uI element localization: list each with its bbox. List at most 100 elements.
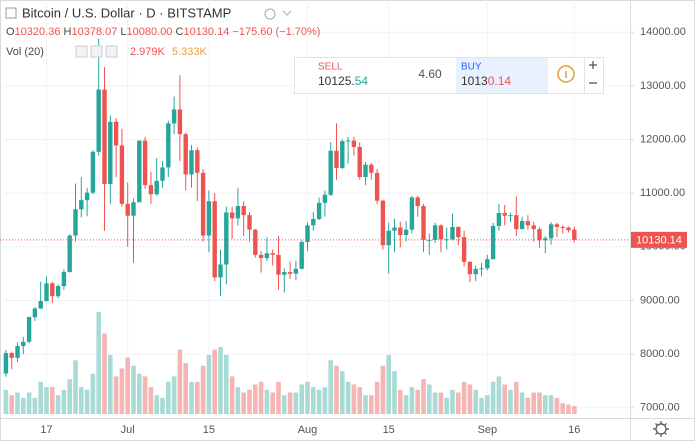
x-tick-label: 15: [203, 424, 215, 436]
volume-bar: [485, 395, 490, 414]
trade-widget: SELL 10125.54 4.60 BUY 10130.14: [294, 57, 604, 94]
candle-body: [73, 209, 78, 236]
sell-price: 10125.54: [318, 74, 368, 88]
candle-body: [148, 185, 154, 195]
candle-body: [293, 268, 299, 274]
volume-bar: [282, 395, 287, 414]
volume-bar: [363, 395, 368, 414]
candle-body: [456, 226, 461, 238]
volume-bar: [276, 381, 281, 414]
plus-button[interactable]: [589, 61, 597, 69]
sell-button[interactable]: [300, 60, 404, 91]
candle-body: [84, 192, 90, 201]
volume-bar: [148, 387, 154, 414]
candle-body: [496, 213, 502, 226]
volume-pane: [3, 312, 577, 414]
candle-body: [351, 140, 357, 148]
volume-bar: [73, 360, 78, 414]
candle-body: [224, 212, 229, 265]
volume-bar: [108, 354, 113, 414]
sell-price-head: 10125.: [318, 74, 355, 88]
y-tick-label: 11000.00: [640, 187, 685, 199]
candle-body: [479, 268, 484, 270]
eye-icon[interactable]: [264, 8, 276, 20]
candle-body: [241, 206, 246, 216]
candle-body: [50, 283, 55, 297]
candles: [3, 38, 577, 377]
y-tick-label: 8000.00: [640, 348, 680, 360]
volume-bar: [247, 389, 252, 414]
candle-body: [485, 259, 490, 269]
gear-teeth: [653, 421, 669, 437]
volume-bar: [531, 392, 536, 414]
change: −175.60 (−1.70%): [232, 26, 320, 38]
volume-bar: [206, 354, 212, 414]
candle-body: [276, 254, 281, 275]
volume-bar: [3, 389, 9, 414]
y-tick-label: 14000.00: [640, 26, 686, 38]
buy-label: BUY: [461, 62, 482, 73]
volume-bar: [131, 365, 136, 414]
volume-bar: [421, 379, 426, 414]
candle-body: [177, 109, 183, 135]
volume-bar: [508, 389, 513, 414]
ohlc-key: H: [64, 26, 72, 38]
symbol-icon[interactable]: [5, 7, 17, 19]
collapse-icon[interactable]: [282, 10, 292, 16]
volume-bar: [566, 404, 571, 414]
volume-bar: [26, 392, 32, 414]
volume-bar: [427, 384, 432, 414]
volume-bar: [264, 389, 270, 414]
candle-body: [131, 202, 136, 216]
volume-bar: [467, 384, 473, 414]
volume-bar: [537, 392, 542, 414]
candle-body: [514, 215, 519, 230]
hide-icon[interactable]: [90, 45, 103, 58]
candle-body: [398, 227, 403, 236]
candle-body: [380, 200, 386, 246]
candle-body: [264, 253, 270, 259]
volume-bar: [113, 376, 119, 414]
volume-bar: [369, 395, 374, 414]
candle-body: [566, 227, 571, 231]
volume-bar: [357, 387, 362, 414]
sell-price-tail: 54: [355, 74, 369, 88]
settings-icon[interactable]: [75, 45, 88, 58]
candle-body: [403, 229, 409, 236]
candle-body: [461, 237, 467, 262]
volume-bar: [84, 389, 90, 414]
volume-bar: [32, 397, 38, 414]
axes: 7000.008000.009000.0010000.0011000.00120…: [0, 26, 687, 436]
candle-body: [438, 225, 444, 240]
buy-price-head: 1013: [461, 74, 488, 88]
volume-bar: [525, 397, 531, 414]
info-icon[interactable]: [557, 65, 575, 83]
volume-bar: [374, 381, 380, 414]
buy-price: 10130.14: [461, 74, 511, 88]
volume-bar: [195, 381, 200, 414]
candle-body: [409, 197, 415, 230]
settings-gear[interactable]: [653, 421, 669, 437]
volume-bar: [293, 392, 299, 414]
volume-bar: [305, 381, 310, 414]
candle-body: [270, 253, 275, 255]
volume-bar: [415, 389, 420, 414]
candle-body: [450, 226, 455, 240]
volume-bar: [490, 381, 496, 414]
volume-bar: [444, 397, 449, 414]
buy-button[interactable]: [456, 58, 548, 93]
remove-icon[interactable]: [105, 45, 118, 58]
candle-body: [171, 109, 177, 124]
candle-body: [9, 353, 14, 358]
x-tick-label: Aug: [298, 424, 318, 436]
candle-body: [502, 213, 507, 216]
candle-body: [183, 134, 188, 175]
volume-bar: [380, 365, 386, 414]
volume-bar: [386, 354, 391, 414]
volume-bar: [9, 395, 14, 414]
candle-body: [421, 206, 426, 240]
volume-bar: [177, 349, 183, 414]
candle-body: [287, 272, 293, 274]
ohlc-value: 10130.14: [183, 26, 229, 38]
